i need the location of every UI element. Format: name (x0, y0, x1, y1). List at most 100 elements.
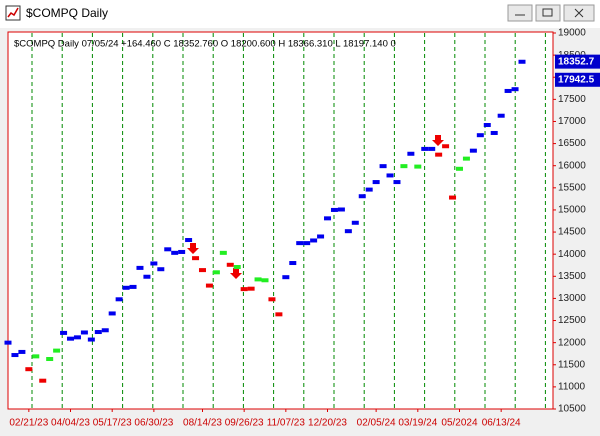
price-mark (46, 357, 54, 362)
price-mark (365, 187, 373, 192)
price-mark (205, 283, 213, 288)
price-mark (372, 180, 380, 185)
y-tick-label: 12500 (558, 315, 586, 326)
price-mark (275, 312, 283, 317)
price-mark (518, 59, 526, 64)
y-tick-label: 14500 (558, 227, 586, 238)
x-tick-label: 08/14/23 (183, 418, 222, 429)
y-tick-label: 19000 (558, 28, 586, 39)
y-tick-label: 15500 (558, 182, 586, 193)
price-mark (449, 195, 457, 200)
price-mark (240, 287, 248, 292)
x-tick-label: 12/20/23 (308, 418, 347, 429)
price-tag-label: 17942.5 (558, 74, 595, 85)
price-mark (324, 216, 332, 221)
price-mark (73, 335, 81, 340)
price-mark (407, 151, 415, 156)
price-mark (143, 274, 151, 279)
minimize-button[interactable] (507, 4, 533, 22)
x-tick-label: 04/04/23 (51, 418, 90, 429)
x-tick-label: 03/19/24 (398, 418, 437, 429)
price-mark (337, 207, 345, 212)
price-mark (289, 261, 297, 266)
price-mark (53, 348, 61, 353)
price-mark (185, 238, 193, 243)
price-mark (108, 311, 116, 316)
price-mark (414, 164, 422, 169)
price-mark (428, 146, 436, 151)
price-mark (476, 133, 484, 138)
price-mark (87, 337, 95, 342)
x-tick-label: 02/05/24 (357, 418, 396, 429)
price-mark (462, 156, 470, 161)
price-mark (490, 130, 498, 135)
y-tick-label: 10500 (558, 404, 586, 415)
price-mark (115, 297, 123, 302)
y-tick-label: 13000 (558, 293, 586, 304)
price-mark (296, 241, 304, 246)
y-tick-label: 11500 (558, 359, 586, 370)
price-mark (226, 262, 234, 267)
quote-info: $COMPQ Daily 07/05/24 +164.460 C 18352.7… (14, 39, 396, 50)
price-mark (171, 250, 179, 255)
price-mark (39, 378, 47, 383)
title-bar (0, 0, 600, 28)
x-tick-label: 06/13/24 (482, 418, 521, 429)
y-tick-label: 16000 (558, 160, 586, 171)
price-mark (18, 349, 26, 354)
price-mark (219, 250, 227, 255)
price-mark (511, 87, 519, 92)
price-mark (11, 353, 19, 358)
x-tick-label: 05/2024 (441, 418, 478, 429)
price-mark (192, 256, 200, 261)
price-mark (358, 194, 366, 199)
y-tick-label: 17000 (558, 116, 586, 127)
price-mark (310, 238, 318, 243)
price-mark (351, 220, 359, 225)
price-mark (254, 277, 262, 282)
maximize-button[interactable] (535, 4, 561, 22)
price-mark (157, 267, 165, 272)
y-tick-label: 14000 (558, 249, 586, 260)
price-mark (317, 234, 325, 239)
price-mark (80, 330, 88, 335)
x-tick-label: 06/30/23 (134, 418, 173, 429)
price-mark (303, 241, 311, 246)
y-tick-label: 11000 (558, 382, 586, 393)
price-mark (4, 340, 12, 345)
close-button[interactable] (563, 4, 595, 22)
price-mark (393, 180, 401, 185)
y-tick-label: 13500 (558, 271, 586, 282)
price-tag (555, 72, 600, 87)
price-mark (198, 268, 206, 273)
price-mark (212, 270, 220, 275)
price-mark (330, 207, 338, 212)
price-mark (400, 164, 408, 169)
price-mark (32, 354, 40, 359)
x-tick-label: 11/07/23 (267, 418, 306, 429)
price-mark (379, 164, 387, 169)
price-mark (386, 173, 394, 178)
app-icon (5, 5, 21, 21)
price-mark (60, 330, 68, 335)
price-mark (122, 285, 130, 290)
y-tick-label: 12000 (558, 337, 586, 348)
x-tick-label: 05/17/23 (93, 418, 132, 429)
price-mark (150, 261, 158, 266)
price-mark (282, 275, 290, 280)
price-mark (129, 284, 137, 289)
x-tick-label: 02/21/23 (9, 418, 48, 429)
price-mark (497, 113, 505, 118)
plot-area (7, 31, 554, 410)
price-mark (469, 148, 477, 153)
price-mark (101, 328, 109, 333)
price-mark (344, 229, 352, 234)
price-mark (421, 146, 429, 151)
price-mark (455, 166, 463, 171)
price-mark (435, 152, 443, 157)
price-tag-label: 18352.7 (558, 56, 595, 67)
price-mark (67, 336, 75, 341)
price-mark (136, 265, 144, 270)
